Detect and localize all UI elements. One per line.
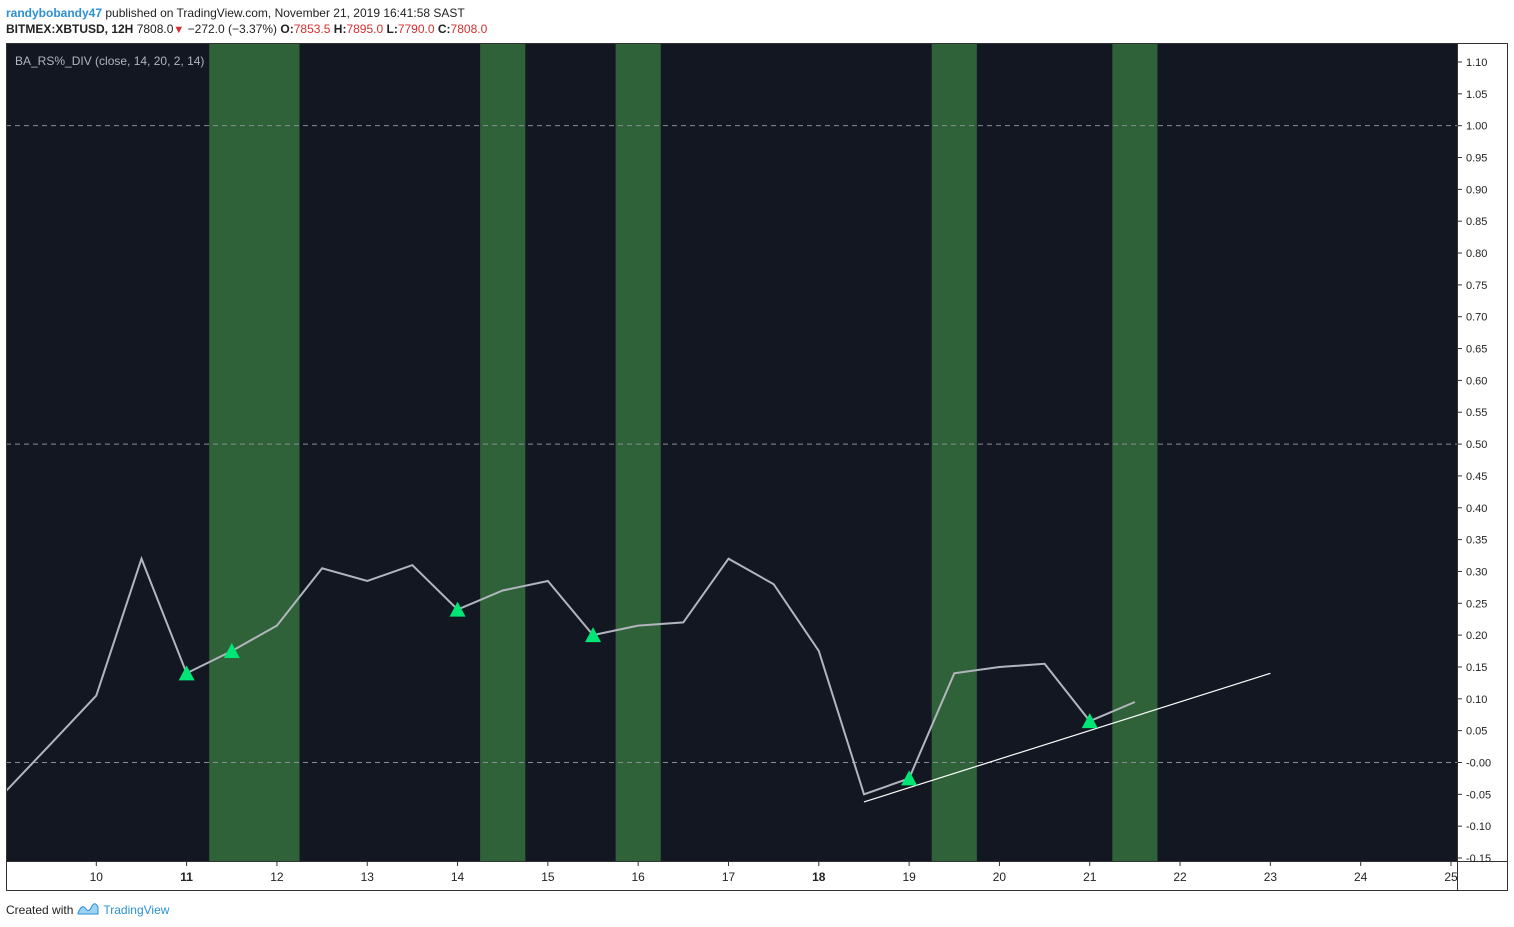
signal-marker-triangle (901, 770, 918, 786)
price-axis-label: 0.80 (1466, 248, 1487, 260)
price-axis-label: 0.65 (1466, 344, 1487, 356)
chart-header: randybobandy47 published on TradingView.… (6, 5, 487, 38)
highlight-bands (209, 43, 1158, 861)
high-label: H: (333, 22, 347, 36)
dashed-levels (6, 125, 1457, 763)
price-axis-label: 0.90 (1466, 184, 1487, 196)
time-axis-label: 23 (1264, 870, 1278, 884)
time-axis[interactable]: 10 11 12 13 14 15 16 17 18 19 20 21 22 23 24 25 (90, 861, 1458, 884)
price-axis-label: 0.25 (1466, 598, 1487, 610)
price-axis-label: 1.10 (1466, 57, 1487, 69)
low-label: L: (386, 22, 398, 36)
close-value: 7808.0 (450, 22, 488, 36)
signal-marker-triangle (585, 627, 602, 643)
price-axis-label: 0.75 (1466, 280, 1487, 292)
time-axis-label: 21 (1083, 870, 1097, 884)
chart-svg[interactable]: BA_RS%_DIV (close, 14, 20, 2, 14) 1.101.… (5, 43, 1508, 891)
open-label: O: (280, 22, 294, 36)
highlight-band (615, 43, 661, 861)
indicator-series-line (5, 555, 1136, 796)
time-axis-label: 15 (541, 870, 555, 884)
close-label: C: (437, 22, 451, 36)
time-axis-label: 16 (632, 870, 646, 884)
price-axis-label: 0.60 (1466, 375, 1487, 387)
price-axis-label: 0.95 (1466, 153, 1487, 165)
price-change: −272.0 (−3.37%) (187, 22, 278, 36)
time-axis-label: 20 (993, 870, 1007, 884)
tradingview-link[interactable]: TradingView (103, 902, 170, 917)
price-axis-label: 0.10 (1466, 694, 1487, 706)
price-axis-label: 0.45 (1466, 471, 1487, 483)
trendline[interactable] (863, 672, 1271, 803)
symbol-label: BITMEX:XBTUSD, 12H (6, 22, 134, 36)
time-axis-label: 18 (812, 870, 826, 884)
price-axis[interactable]: 1.10 1.05 1.00 0.95 0.90 0.85 0.80 0.75 0.70 0.65… (1457, 57, 1491, 865)
time-axis-label: 25 (1444, 870, 1458, 884)
price-axis-label: 0.55 (1466, 407, 1487, 419)
tradingview-logo-icon (77, 901, 99, 918)
highlight-band (480, 43, 526, 861)
price-axis-label: 0.70 (1466, 312, 1487, 324)
signal-marker-triangle (178, 665, 195, 681)
price-axis-label: -0.15 (1466, 853, 1491, 865)
signal-marker-triangle (223, 643, 240, 659)
price-axis-label: 1.05 (1466, 89, 1487, 101)
price-axis-label: 0.35 (1466, 535, 1487, 547)
price-axis-label: 1.00 (1466, 121, 1487, 133)
indicator-label[interactable]: BA_RS%_DIV (close, 14, 20, 2, 14) (15, 54, 204, 68)
high-value: 7895.0 (346, 22, 384, 36)
highlight-band (209, 43, 300, 861)
price-axis-label: 0.85 (1466, 216, 1487, 228)
time-axis-label: 12 (270, 870, 284, 884)
time-axis-label: 19 (902, 870, 916, 884)
price-axis-label: 0.15 (1466, 662, 1487, 674)
signal-marker-triangle (1081, 713, 1098, 729)
price-axis-label: 0.05 (1466, 726, 1487, 738)
last-price: 7808.0 (136, 22, 174, 36)
price-axis-label: 0.50 (1466, 439, 1487, 451)
symbol-line: BITMEX:XBTUSD, 12H 7808.0▼ −272.0 (−3.37… (6, 21, 487, 38)
time-axis-label: 11 (180, 870, 193, 884)
created-with-text: Created with (6, 902, 74, 917)
author-link[interactable]: randybobandy47 (6, 6, 103, 20)
chart-border (6, 43, 1508, 891)
price-axis-label: -0.10 (1466, 821, 1491, 833)
footer: Created with TradingView (6, 901, 169, 918)
time-axis-label: 13 (361, 870, 375, 884)
price-axis-label: 0.30 (1466, 566, 1487, 578)
publish-info: published on TradingView.com, November 2… (105, 6, 465, 20)
chart-container[interactable]: BA_RS%_DIV (close, 14, 20, 2, 14) 1.10 1.… (5, 43, 1508, 891)
highlight-band (931, 43, 977, 861)
price-axis-label: 0.40 (1466, 503, 1487, 515)
signal-marker-triangle (449, 601, 466, 617)
open-value: 7853.5 (293, 22, 331, 36)
time-axis-label: 14 (451, 870, 465, 884)
low-value: 7790.0 (397, 22, 435, 36)
price-axis-label: -0.05 (1466, 789, 1491, 801)
time-axis-label: 10 (90, 870, 104, 884)
down-arrow-icon: ▼ (173, 24, 185, 36)
time-axis-label: 24 (1354, 870, 1368, 884)
price-axis-label: 0.20 (1466, 630, 1487, 642)
price-axis-label: -0.00 (1466, 757, 1491, 769)
signal-markers (178, 601, 1098, 786)
time-axis-label: 22 (1173, 870, 1187, 884)
highlight-band (1112, 43, 1158, 861)
time-axis-label: 17 (722, 870, 736, 884)
publish-line: randybobandy47 published on TradingView.… (6, 5, 487, 21)
